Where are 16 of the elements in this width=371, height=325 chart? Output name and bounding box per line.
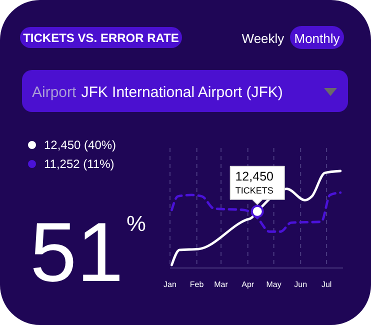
text: Weekly [242,31,285,46]
x-tick-label: Jan [164,280,176,289]
x-tick-label: Apr [242,280,254,289]
x-tick-label: May [266,280,282,289]
legend-label: 12,450 (40%) [44,138,116,152]
text: Airport [32,84,78,101]
text: Monthly [294,31,340,46]
x-tick-label: Jul [321,280,332,289]
legend-label: 11,252 (11%) [44,157,114,171]
text: JFK International Airport (JFK) [81,84,283,101]
annotation: 12,450 TICKETS [235,169,274,196]
chart-title: TICKETS VS. ERROR RATE [23,31,179,45]
text: 51$^{%}$ [30,205,146,299]
x-tick-label: Feb [190,280,204,289]
x-tick-label: Mar [214,280,228,289]
x-tick-label: Jun [294,280,308,289]
